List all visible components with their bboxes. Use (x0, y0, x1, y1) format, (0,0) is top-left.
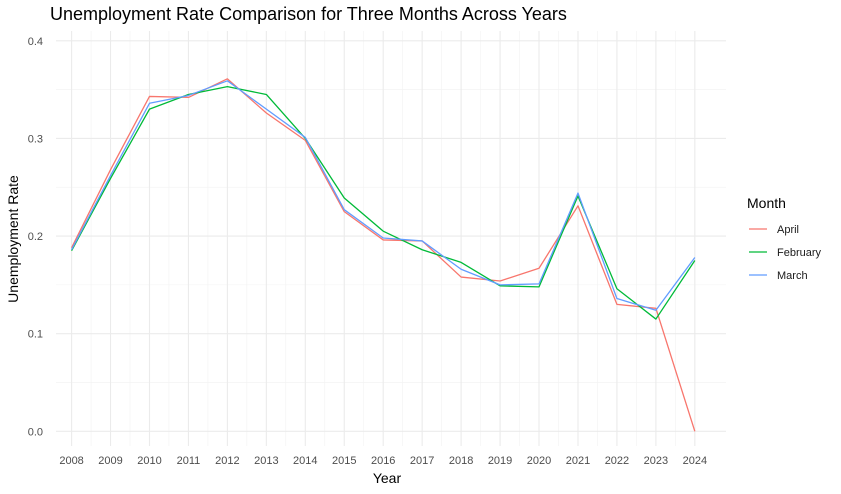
legend: Month April February March (747, 195, 822, 282)
y-tick-label: 0.2 (28, 231, 43, 243)
y-tick-label: 0.3 (28, 133, 43, 145)
x-axis-ticks: 2008 2009 2010 2011 2012 2013 2014 2015 2016 2017… (59, 455, 707, 467)
x-tick-label: 2014 (293, 455, 317, 467)
plot-grid (56, 31, 726, 446)
x-tick-label: 2017 (410, 455, 434, 467)
chart-title: Unemployment Rate Comparison for Three M… (50, 4, 567, 24)
x-tick-label: 2020 (527, 455, 551, 467)
x-tick-label: 2011 (177, 455, 201, 467)
y-tick-label: 0.4 (28, 36, 43, 48)
x-tick-label: 2018 (449, 455, 473, 467)
y-tick-label: 0.0 (28, 426, 43, 438)
legend-label-february: February (777, 247, 822, 259)
series-line-march (71, 80, 696, 311)
x-tick-label: 2010 (137, 455, 161, 467)
x-axis-title: Year (373, 470, 402, 486)
legend-label-march: March (777, 270, 808, 282)
y-tick-label: 0.1 (28, 329, 43, 341)
x-tick-label: 2009 (98, 455, 122, 467)
x-tick-label: 2024 (683, 455, 707, 467)
x-tick-label: 2012 (215, 455, 239, 467)
y-axis-title: Unemployment Rate (5, 175, 21, 303)
x-tick-label: 2021 (566, 455, 590, 467)
x-tick-label: 2022 (605, 455, 629, 467)
y-axis-ticks: 0.0 0.1 0.2 0.3 0.4 (28, 36, 43, 439)
x-tick-label: 2015 (332, 455, 356, 467)
series-lines (70, 78, 696, 432)
legend-title: Month (747, 195, 786, 211)
x-tick-label: 2016 (371, 455, 395, 467)
x-tick-label: 2019 (488, 455, 512, 467)
series-line-april (70, 78, 696, 432)
legend-label-april: April (777, 224, 799, 236)
x-tick-label: 2023 (644, 455, 668, 467)
x-tick-label: 2013 (254, 455, 278, 467)
x-tick-label: 2008 (59, 455, 83, 467)
